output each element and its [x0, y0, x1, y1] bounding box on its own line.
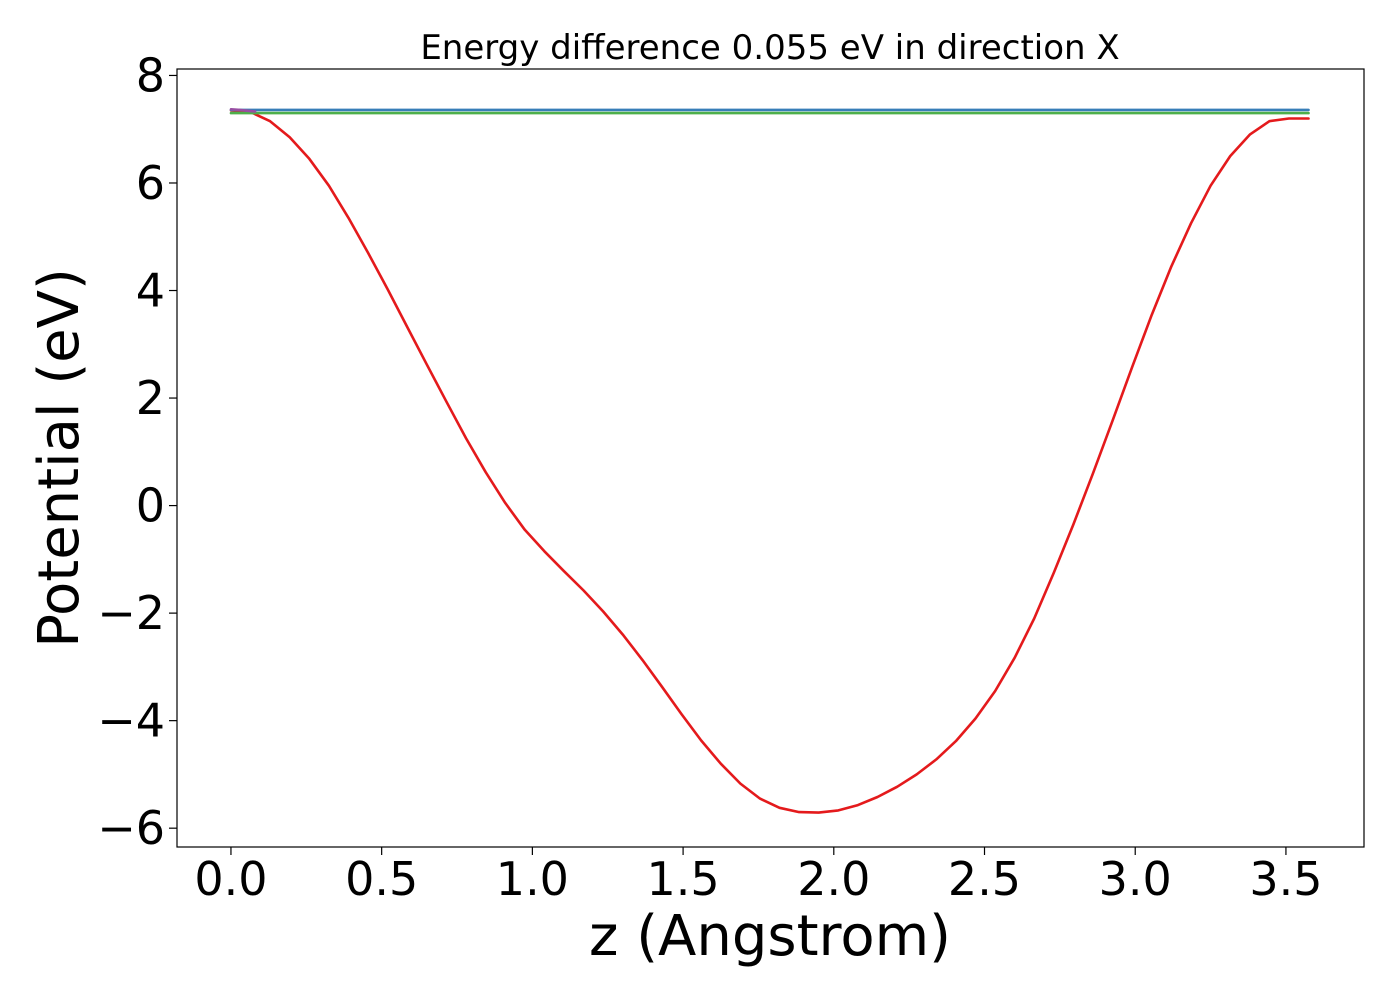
y-tick-label: 0	[136, 479, 165, 533]
series-line-1	[229, 109, 1310, 814]
x-tick-label: 3.0	[1099, 852, 1172, 906]
y-tick-label: 4	[136, 264, 165, 318]
series-line-4	[229, 108, 257, 113]
y-tick-label: −4	[97, 694, 165, 748]
x-axis-ticks: 0.0 0.5 1.0 1.5 2.0 2.5 3.0 3.5	[194, 847, 1323, 906]
y-axis-label: Potential (eV)	[27, 268, 92, 648]
x-tick-label: 2.0	[797, 852, 870, 906]
plot-lines	[229, 108, 1310, 814]
x-tick-label: 0.5	[345, 852, 418, 906]
y-tick-label: −6	[97, 801, 165, 855]
y-tick-label: −2	[97, 586, 165, 640]
y-tick-label: 2	[136, 371, 165, 425]
x-tick-label: 1.5	[647, 852, 720, 906]
y-tick-label: 8	[136, 48, 165, 102]
y-tick-label: 6	[136, 156, 165, 210]
x-tick-label: 0.0	[194, 852, 267, 906]
x-axis-label: z (Angstrom)	[589, 904, 951, 969]
x-tick-label: 1.0	[496, 852, 569, 906]
x-tick-label: 2.5	[948, 852, 1021, 906]
y-axis-ticks: −6 −4 −2 0 2 4 6 8	[97, 48, 177, 855]
x-tick-label: 3.5	[1249, 852, 1322, 906]
chart-title: Energy difference 0.055 eV in direction …	[420, 28, 1119, 68]
plot-frame	[176, 68, 1365, 848]
